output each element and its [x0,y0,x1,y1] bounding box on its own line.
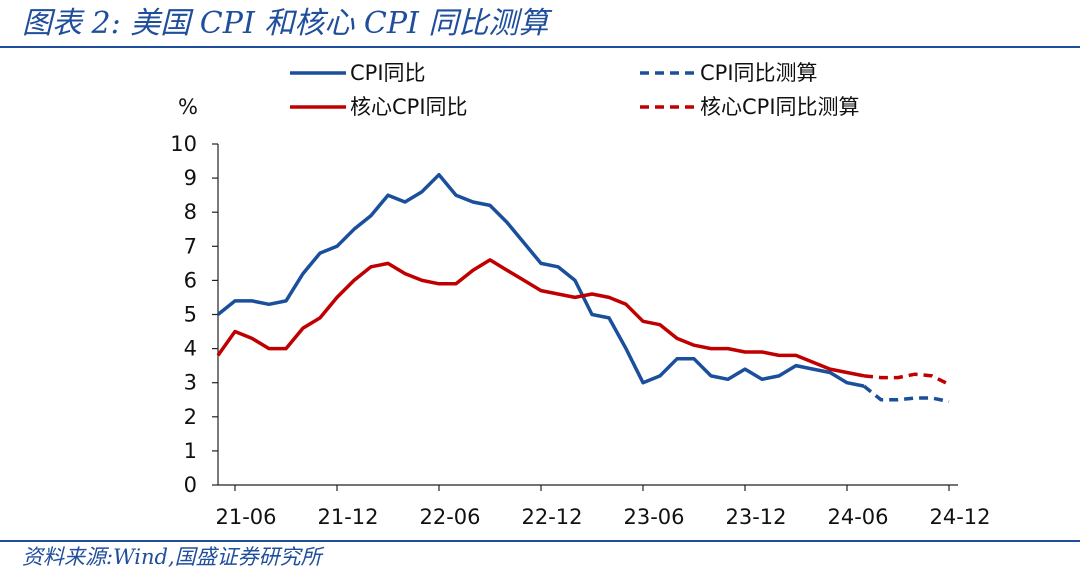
series-line-core-cpi-forecast [863,372,950,386]
y-tick-label: 7 [184,234,197,258]
series-layer [216,172,950,404]
x-tick-label: 23-12 [725,505,786,529]
x-tick-label: 24-06 [827,505,888,529]
footer-rule [0,540,1080,542]
y-tick-label: 9 [184,166,197,190]
series-line-cpi-forecast [862,384,950,404]
header-rule [0,46,1080,48]
y-tick-label: 4 [184,337,197,361]
legend-label-cpi: CPI同比 [350,61,426,85]
x-ticks: 21-06 21-12 22-06 22-12 23-06 23-12 24-06 24-12 [215,485,991,529]
x-tick-label: 23-06 [623,505,684,529]
y-tick-label: 3 [184,371,197,395]
y-axis-unit: % [178,95,198,119]
y-tick-label: 1 [184,439,197,463]
legend-item-cpi: CPI同比 [290,61,426,85]
legend-item-core-forecast: 核心CPI同比测算 [640,95,860,119]
series-line-cpi [216,172,865,388]
y-tick-label: 8 [184,200,197,224]
x-tick-label: 22-06 [419,505,480,529]
source-note: 资料来源:Wind,国盛证券研究所 [22,545,322,569]
figure-title: 图表 2: 美国 CPI 和核心 CPI 同比测算 [22,6,549,41]
y-tick-label: 0 [184,473,197,497]
x-tick-label: 24-12 [929,505,990,529]
x-tick-label: 21-06 [215,505,276,529]
y-tick-label: 2 [184,405,197,429]
y-tick-label: 10 [170,132,197,156]
x-tick-label: 22-12 [521,505,582,529]
y-tick-label: 5 [184,303,197,327]
legend-item-cpi-forecast: CPI同比测算 [640,61,818,85]
legend-item-core: 核心CPI同比 [290,95,468,119]
x-tick-label: 21-12 [317,505,378,529]
legend-label-cpi-forecast: CPI同比测算 [700,61,818,85]
legend-label-core: 核心CPI同比 [350,95,468,119]
legend: CPI同比 CPI同比测算 核心CPI同比 核心CPI同比测算 [290,61,860,119]
y-tick-label: 6 [184,268,197,292]
y-ticks: 0 1 2 3 4 5 6 7 8 9 10 [170,132,218,497]
series-line-core-cpi [216,258,865,378]
legend-label-core-forecast: 核心CPI同比测算 [700,95,860,119]
